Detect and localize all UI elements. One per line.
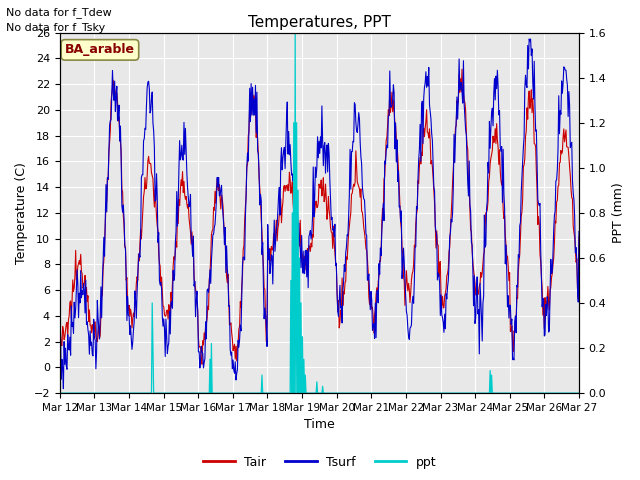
Line: Tsurf: Tsurf [60,39,579,389]
Tair [575,234,583,240]
Text: BA_arable: BA_arable [65,43,135,56]
ppt [575,390,583,396]
ppt [199,390,207,396]
Tair [383,134,391,140]
Title: Temperatures, PPT: Temperatures, PPT [248,15,391,30]
Tsurf [56,371,63,377]
ppt [56,390,63,396]
Tsurf [200,365,207,371]
Tair [119,189,127,194]
Tair [198,361,206,367]
Y-axis label: PPT (mm): PPT (mm) [612,182,625,243]
Legend: Tair, Tsurf, ppt: Tair, Tsurf, ppt [198,451,442,474]
Tsurf [120,202,127,208]
Tsurf [60,386,67,392]
Tair [458,66,466,72]
Tsurf [575,228,583,234]
Tsurf [525,36,533,42]
Tsurf [398,276,406,281]
ppt [65,390,73,396]
ppt [398,390,406,396]
Y-axis label: Temperature (C): Temperature (C) [15,162,28,264]
Tair [200,342,207,348]
X-axis label: Time: Time [304,419,335,432]
ppt [119,390,127,396]
Tsurf [383,142,391,148]
Line: Tair: Tair [60,69,579,364]
ppt [383,390,391,396]
Tsurf [172,228,180,234]
Line: ppt: ppt [60,33,579,393]
ppt [291,30,299,36]
Text: No data for f_Tsky: No data for f_Tsky [6,22,106,33]
ppt [172,390,179,396]
Tsurf [66,334,74,340]
Tair [56,335,63,341]
Text: No data for f_Tdew: No data for f_Tdew [6,7,112,18]
Tair [398,245,406,251]
Tair [65,313,73,319]
Tair [172,250,179,255]
